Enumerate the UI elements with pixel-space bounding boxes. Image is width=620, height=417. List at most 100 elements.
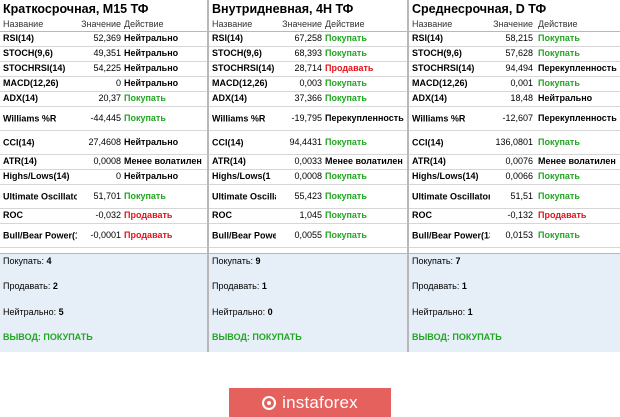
neutral-summary: Нейтрально: 5 — [3, 307, 64, 317]
indicator-name: Williams %R — [3, 113, 57, 123]
indicator-name: ATR(14) — [3, 157, 37, 167]
indicator-value: 18,48 — [510, 94, 533, 104]
indicator-action: Перекупленность — [325, 113, 404, 123]
header-name: Название — [3, 19, 44, 29]
indicator-value: 55,423 — [294, 191, 322, 201]
indicator-name: MACD(12,26) — [3, 79, 59, 89]
indicator-name: Williams %R — [412, 113, 466, 123]
indicator-action: Покупать — [538, 137, 580, 147]
indicator-action: Покупать — [325, 172, 367, 182]
indicator-value: 51,51 — [510, 191, 533, 201]
indicator-action: Перекупленность — [538, 64, 617, 74]
table-row: ADX(14) 18,48 Нейтрально — [409, 92, 620, 107]
table-header: Название Значение Действие — [0, 18, 207, 32]
indicator-value: 57,628 — [505, 49, 533, 59]
indicator-value: -0,0001 — [90, 230, 121, 240]
indicator-name: Ultimate Oscillator — [212, 191, 276, 201]
indicator-action: Продавать — [124, 230, 173, 240]
indicator-action: Покупать — [325, 211, 367, 221]
table-row: Williams %R -44,445 Покупать — [0, 107, 207, 131]
indicator-value: 27,4608 — [88, 137, 121, 147]
indicator-action: Продавать — [325, 64, 374, 74]
panel-title: Краткосрочная, M15 ТФ — [3, 2, 149, 16]
indicator-value: 52,369 — [93, 34, 121, 44]
indicator-value: 49,351 — [93, 49, 121, 59]
indicator-action: Нейтрально — [538, 94, 593, 104]
table-row: Highs/Lows(14) 0,0066 Покупать — [409, 170, 620, 185]
panel-title: Внутридневная, 4H ТФ — [212, 2, 354, 16]
neutral-summary-label: Нейтрально: — [3, 307, 57, 317]
indicator-action: Нейтрально — [124, 172, 179, 182]
indicator-action: Покупать — [538, 191, 580, 201]
verdict-summary: ВЫВОД: ПОКУПАТЬ — [412, 332, 502, 342]
indicator-name: ADX(14) — [412, 94, 448, 104]
indicator-name: CCI(14) — [3, 137, 35, 147]
neutral-summary-value: 5 — [58, 307, 64, 317]
table-row: ATR(14) 0,0076 Менее волатилен — [409, 155, 620, 170]
neutral-summary-value: 0 — [267, 307, 273, 317]
indicator-action: Покупать — [538, 172, 580, 182]
buy-summary-label: Покупать: — [3, 256, 45, 266]
indicator-name: CCI(14) — [412, 137, 444, 147]
indicator-action: Покупать — [538, 49, 580, 59]
panel-d1: Среднесрочная, D ТФ Название Значение Дейст… — [407, 0, 620, 352]
table-row: Ultimate Oscillator 51,701 Покупать — [0, 185, 207, 209]
indicator-value: 0,0033 — [294, 157, 322, 167]
table-row: Williams %R -19,795 Перекупленность — [209, 107, 407, 131]
indicator-action: Перекупленность — [538, 113, 617, 123]
indicator-name: Highs/Lows(1 — [212, 172, 271, 182]
indicator-value: 136,0801 — [495, 137, 533, 147]
indicator-value: 0,0008 — [294, 172, 322, 182]
verdict-summary: ВЫВОД: ПОКУПАТЬ — [212, 332, 302, 342]
indicator-name: STOCH(9,6) — [3, 49, 53, 59]
indicator-value: 94,4431 — [289, 137, 322, 147]
indicator-name: Highs/Lows(14) — [412, 172, 479, 182]
verdict-summary-value: ПОКУПАТЬ — [252, 332, 302, 342]
indicator-name: Williams %R — [212, 113, 266, 123]
verdict-summary-value: ПОКУПАТЬ — [43, 332, 93, 342]
indicator-action: Нейтрально — [124, 34, 179, 44]
neutral-summary: Нейтрально: 0 — [212, 307, 273, 317]
indicator-action: Продавать — [124, 211, 173, 221]
summary-box: Покупать: 9 Продавать: 1 Нейтрально: 0 ВЫВО… — [209, 253, 407, 352]
table-row: ATR(14) 0,0033 Менее волатилен — [209, 155, 407, 170]
buy-summary-value: 4 — [46, 256, 52, 266]
header-value: Значение — [282, 19, 322, 29]
indicator-value: 68,393 — [294, 49, 322, 59]
table-row: CCI(14) 136,0801 Покупать — [409, 131, 620, 155]
sell-summary-value: 2 — [52, 281, 58, 291]
buy-summary: Покупать: 7 — [412, 256, 461, 266]
header-action: Действие — [325, 19, 365, 29]
indicator-name: STOCH(9,6) — [212, 49, 262, 59]
table-row: STOCHRSI(14) 28,714 Продавать — [209, 62, 407, 77]
table-header: Название Значение Действие — [209, 18, 407, 32]
table-row: ADX(14) 20,37 Покупать — [0, 92, 207, 107]
table-header: Название Значение Действие — [409, 18, 620, 32]
table-row: RSI(14) 58,215 Покупать — [409, 32, 620, 47]
indicator-value: 0,0153 — [505, 230, 533, 240]
verdict-summary-label: ВЫВОД: — [412, 332, 450, 342]
indicator-action: Покупать — [124, 94, 166, 104]
indicator-action: Покупать — [538, 79, 580, 89]
header-action: Действие — [124, 19, 164, 29]
panel-4h: Внутридневная, 4H ТФ Название Значение Дейс… — [207, 0, 407, 352]
buy-summary: Покупать: 9 — [212, 256, 261, 266]
indicator-name: ROC — [212, 211, 232, 221]
sell-summary-value: 1 — [461, 281, 467, 291]
indicator-name: ATR(14) — [212, 157, 246, 167]
table-row: ADX(14) 37,366 Покупать — [209, 92, 407, 107]
indicator-name: MACD(12,26) — [412, 79, 468, 89]
indicator-name: Ultimate Oscillator — [412, 191, 490, 201]
buy-summary-value: 7 — [455, 256, 461, 266]
header-value: Значение — [81, 19, 121, 29]
indicator-value: 0,0066 — [505, 172, 533, 182]
indicator-name: RSI(14) — [412, 34, 444, 44]
indicator-action: Покупать — [325, 34, 367, 44]
indicators-table: Краткосрочная, M15 ТФ Название Значение Дей… — [0, 0, 620, 352]
sell-summary-label: Продавать: — [3, 281, 51, 291]
buy-summary: Покупать: 4 — [3, 256, 52, 266]
indicator-value: 1,045 — [299, 211, 322, 221]
indicator-action: Нейтрально — [124, 64, 179, 74]
indicator-action: Покупать — [325, 49, 367, 59]
